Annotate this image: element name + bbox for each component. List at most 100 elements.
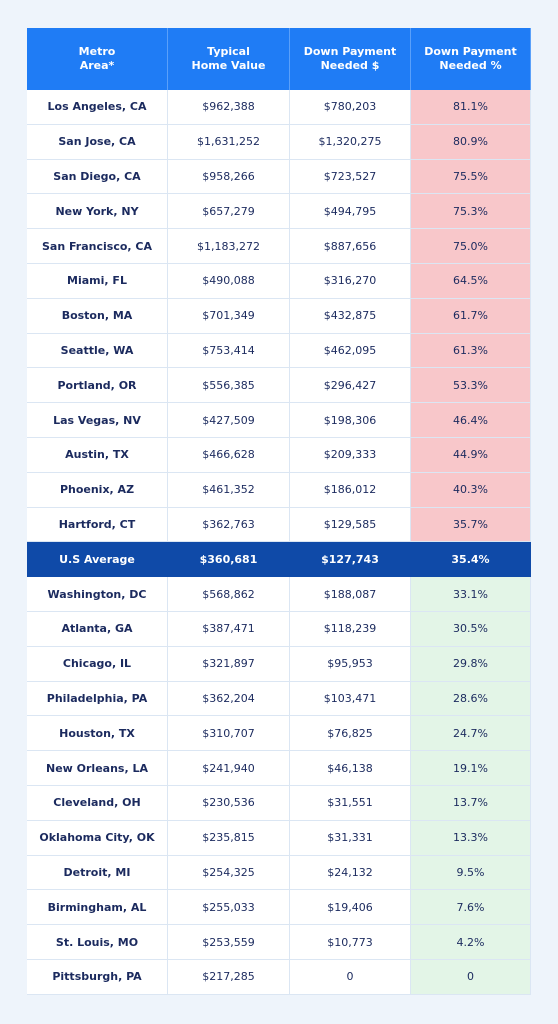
value-cell: $31,551 — [290, 785, 411, 821]
value-cell: 13.7% — [411, 785, 531, 821]
value-cell: $103,471 — [290, 681, 411, 717]
value-cell: $235,815 — [168, 820, 290, 856]
value-cell: $24,132 — [290, 855, 411, 891]
value-cell: $657,279 — [168, 194, 290, 230]
value-cell: 19.1% — [411, 751, 531, 786]
value-cell: $186,012 — [290, 472, 411, 508]
value-cell: $296,427 — [290, 368, 411, 404]
value-cell: $254,325 — [168, 855, 290, 891]
value-cell: 29.8% — [411, 646, 531, 682]
header-cell: Typical Home Value — [168, 28, 290, 90]
value-cell: 9.5% — [411, 855, 531, 891]
value-cell: $46,138 — [290, 751, 411, 786]
header-cell: Down Payment Needed % — [411, 28, 531, 90]
header-text: Home Value — [191, 59, 266, 72]
value-cell: $118,239 — [290, 611, 411, 647]
metro-cell: Philadelphia, PA — [27, 681, 168, 717]
value-cell: $466,628 — [168, 437, 290, 473]
metro-cell: Austin, TX — [27, 437, 168, 473]
value-cell: 61.7% — [411, 298, 531, 334]
table: Metro Area* Typical Home Value Down Payment N… — [27, 28, 531, 995]
value-cell: 46.4% — [411, 403, 531, 438]
metro-cell: St. Louis, MO — [27, 925, 168, 960]
metro-cell: Las Vegas, NV — [27, 403, 168, 438]
header-text: Metro — [78, 45, 116, 58]
metro-cell: Birmingham, AL — [27, 890, 168, 926]
value-cell: $494,795 — [290, 194, 411, 230]
value-cell: 4.2% — [411, 925, 531, 960]
metro-cell: Detroit, MI — [27, 855, 168, 891]
value-cell: 44.9% — [411, 437, 531, 473]
header-cell: Down Payment Needed $ — [290, 28, 411, 90]
value-cell: $255,033 — [168, 890, 290, 926]
value-cell: $10,773 — [290, 925, 411, 960]
value-cell: $723,527 — [290, 159, 411, 195]
metro-cell: Houston, TX — [27, 716, 168, 752]
value-cell: 75.0% — [411, 229, 531, 264]
value-cell: $753,414 — [168, 333, 290, 369]
value-cell: $556,385 — [168, 368, 290, 404]
value-cell: 7.6% — [411, 890, 531, 926]
value-cell: $1,320,275 — [290, 124, 411, 160]
value-cell: $230,536 — [168, 785, 290, 821]
metro-cell: Chicago, IL — [27, 646, 168, 682]
value-cell: $427,509 — [168, 403, 290, 438]
metro-cell: Cleveland, OH — [27, 785, 168, 821]
value-cell: $31,331 — [290, 820, 411, 856]
value-cell: $462,095 — [290, 333, 411, 369]
header-text: Needed $ — [320, 59, 380, 72]
value-cell: $217,285 — [168, 959, 290, 995]
value-cell: $568,862 — [168, 577, 290, 612]
value-cell: $701,349 — [168, 298, 290, 334]
value-cell: $253,559 — [168, 925, 290, 960]
value-cell: $188,087 — [290, 577, 411, 612]
value-cell: $95,953 — [290, 646, 411, 682]
value-cell: $76,825 — [290, 716, 411, 752]
value-cell: 33.1% — [411, 577, 531, 612]
value-cell: $1,183,272 — [168, 229, 290, 264]
value-cell: 80.9% — [411, 124, 531, 160]
value-cell: $209,333 — [290, 437, 411, 473]
header-text: Down Payment — [424, 45, 517, 58]
metro-cell: San Francisco, CA — [27, 229, 168, 264]
value-cell: 75.5% — [411, 159, 531, 195]
value-cell: $241,940 — [168, 751, 290, 786]
value-cell: $958,266 — [168, 159, 290, 195]
value-cell: $19,406 — [290, 890, 411, 926]
value-cell: $316,270 — [290, 263, 411, 299]
value-cell: $1,631,252 — [168, 124, 290, 160]
value-cell: 61.3% — [411, 333, 531, 369]
metro-cell: Washington, DC — [27, 577, 168, 612]
value-cell: 64.5% — [411, 263, 531, 299]
value-cell: 35.7% — [411, 507, 531, 543]
metro-cell: U.S Average — [27, 542, 168, 578]
header-text: Down Payment — [303, 45, 397, 58]
value-cell: $461,352 — [168, 472, 290, 508]
metro-cell: Atlanta, GA — [27, 611, 168, 647]
value-cell: $360,681 — [168, 542, 290, 578]
header-text: Typical — [207, 45, 250, 58]
metro-cell: New York, NY — [27, 194, 168, 230]
value-cell: 28.6% — [411, 681, 531, 717]
metro-cell: San Jose, CA — [27, 124, 168, 160]
value-cell: $490,088 — [168, 263, 290, 299]
metro-cell: Oklahoma City, OK — [27, 820, 168, 856]
value-cell: 0 — [290, 959, 411, 995]
metro-cell: Hartford, CT — [27, 507, 168, 543]
metro-cell: San Diego, CA — [27, 159, 168, 195]
value-cell: $127,743 — [290, 542, 411, 578]
header-text: Area* — [79, 59, 115, 72]
header-cell: Metro Area* — [27, 28, 168, 90]
metro-cell: Portland, OR — [27, 368, 168, 404]
value-cell: $310,707 — [168, 716, 290, 752]
value-cell: $432,875 — [290, 298, 411, 334]
metro-cell: Boston, MA — [27, 298, 168, 334]
value-cell: $321,897 — [168, 646, 290, 682]
value-cell: 40.3% — [411, 472, 531, 508]
metro-cell: New Orleans, LA — [27, 751, 168, 786]
value-cell: $887,656 — [290, 229, 411, 264]
header-text: Needed % — [439, 59, 502, 72]
value-cell: $362,763 — [168, 507, 290, 543]
value-cell: 75.3% — [411, 194, 531, 230]
